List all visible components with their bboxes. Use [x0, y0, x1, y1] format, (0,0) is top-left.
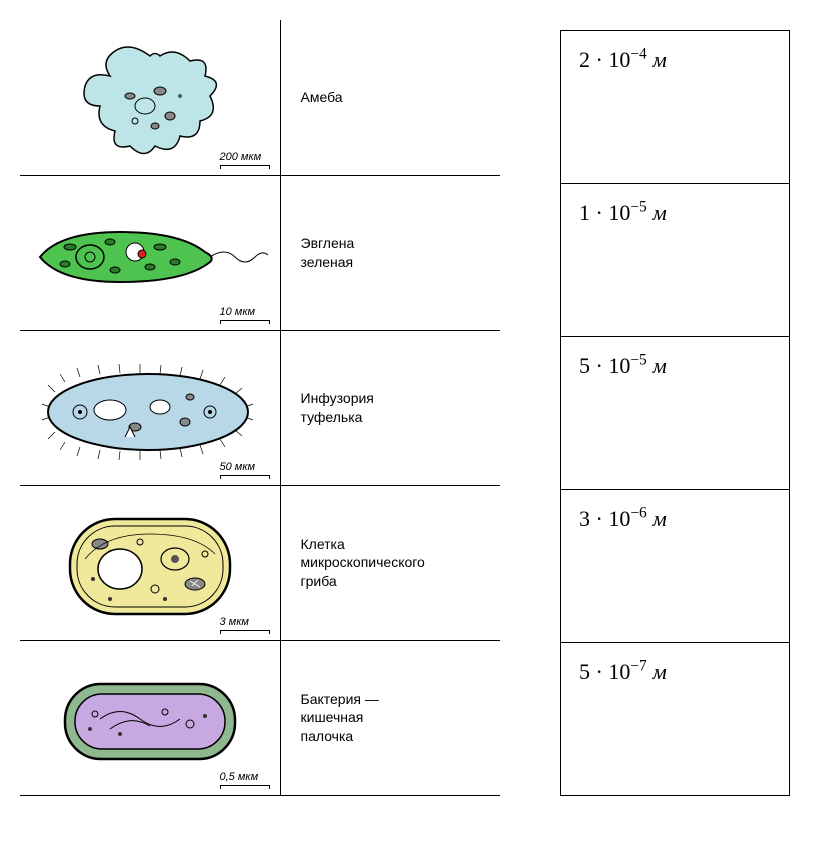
measurement-value: 2 · 10−4м	[579, 47, 667, 72]
organism-name-cell: Амеба	[280, 20, 500, 175]
bacterium-illustration	[50, 664, 250, 779]
measurement-value: 3 · 10−6м	[579, 506, 667, 531]
scale-label: 50 мкм	[220, 461, 256, 473]
organism-row: 3 мкм Клетка микроскопического гриба	[20, 485, 500, 640]
measurements-table: 2 · 10−4м 1 · 10−5м 5 · 10−5м 3 · 10−6м	[560, 30, 790, 796]
organism-name: Клетка микроскопического гриба	[301, 536, 425, 588]
main-container: 200 мкм Амеба	[20, 20, 796, 796]
organism-row: 10 мкм Эвглена зеленая	[20, 175, 500, 330]
measurement-cell: 3 · 10−6м	[561, 489, 790, 642]
measurement-value: 5 · 10−5м	[579, 353, 667, 378]
measurement-value: 5 · 10−7м	[579, 659, 667, 684]
amoeba-illustration	[60, 36, 240, 166]
scale-label: 3 мкм	[220, 616, 249, 628]
measurement-cell: 2 · 10−4м	[561, 31, 790, 184]
organism-image-cell: 50 мкм	[20, 330, 280, 485]
organism-row: 50 мкм Инфузория туфелька	[20, 330, 500, 485]
organism-name-cell: Клетка микроскопического гриба	[280, 485, 500, 640]
organism-image-cell: 0,5 мкм	[20, 640, 280, 795]
measurement-row: 5 · 10−7м	[561, 642, 790, 795]
scale-bar: 200 мкм	[220, 151, 270, 169]
measurement-row: 1 · 10−5м	[561, 183, 790, 336]
measurement-row: 3 · 10−6м	[561, 489, 790, 642]
scale-label: 200 мкм	[220, 151, 262, 163]
organism-name-cell: Инфузория туфелька	[280, 330, 500, 485]
fungal-cell-illustration	[55, 504, 245, 629]
measurement-row: 2 · 10−4м	[561, 31, 790, 184]
organism-name: Амеба	[301, 89, 343, 105]
organism-name-cell: Эвглена зеленая	[280, 175, 500, 330]
organism-row: 0,5 мкм Бактерия — кишечная палочка	[20, 640, 500, 795]
organism-image-cell: 200 мкм	[20, 20, 280, 175]
euglena-illustration	[30, 202, 270, 312]
scale-bar: 0,5 мкм	[220, 771, 270, 789]
scale-label: 10 мкм	[220, 306, 256, 318]
scale-label: 0,5 мкм	[220, 771, 259, 783]
organism-name-cell: Бактерия — кишечная палочка	[280, 640, 500, 795]
measurement-value: 1 · 10−5м	[579, 200, 667, 225]
measurement-cell: 5 · 10−7м	[561, 642, 790, 795]
organism-name: Инфузория туфелька	[301, 390, 374, 424]
measurement-row: 5 · 10−5м	[561, 336, 790, 489]
measurement-cell: 5 · 10−5м	[561, 336, 790, 489]
paramecium-illustration	[30, 352, 270, 472]
measurement-cell: 1 · 10−5м	[561, 183, 790, 336]
scale-bar: 50 мкм	[220, 461, 270, 479]
scale-bar: 10 мкм	[220, 306, 270, 324]
organisms-table: 200 мкм Амеба	[20, 20, 500, 796]
organism-row: 200 мкм Амеба	[20, 20, 500, 175]
scale-bar: 3 мкм	[220, 616, 270, 634]
organism-image-cell: 10 мкм	[20, 175, 280, 330]
organism-name: Эвглена зеленая	[301, 235, 355, 269]
organism-image-cell: 3 мкм	[20, 485, 280, 640]
organism-name: Бактерия — кишечная палочка	[301, 691, 379, 743]
